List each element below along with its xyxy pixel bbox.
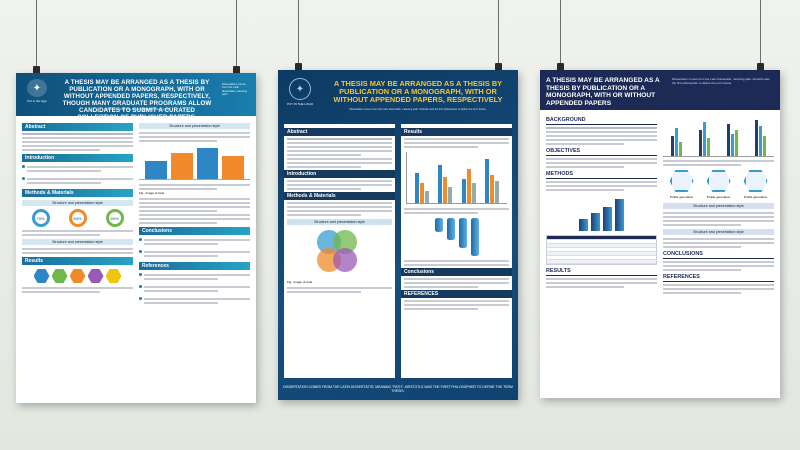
hexagon — [743, 170, 768, 192]
poster-left-column: BACKGROUND OBJECTIVES METHODS RESULTS — [546, 114, 657, 394]
bar-group — [438, 165, 453, 203]
hexagon — [33, 269, 50, 283]
data-table — [546, 235, 657, 265]
bar-group — [754, 120, 766, 156]
owl-logo-icon: ✦ — [289, 78, 311, 100]
section-heading: Introduction — [22, 154, 133, 162]
poster-title: A THESIS MAY BE ARRANGED AS A THESIS BY … — [62, 79, 212, 121]
grouped-bar-chart — [663, 117, 774, 157]
poster-navy: A THESIS MAY BE ARRANGED AS A THESIS BY … — [540, 70, 780, 398]
hexagon-label: Profile generation — [669, 195, 694, 199]
bar — [196, 147, 219, 179]
poster-header: ✦ PUT IN THE LOGO A THESIS MAY BE ARRANG… — [278, 70, 518, 120]
figure-caption: Fig.: Image of style — [139, 191, 165, 195]
bar-group — [671, 128, 683, 156]
hexagon — [706, 170, 731, 192]
section-strip: Structure and presentation style — [663, 202, 774, 209]
poster-right-column: Results Conclusions REFERENCES — [401, 124, 512, 378]
section-heading: BACKGROUND — [546, 117, 657, 125]
hexagon — [105, 269, 122, 283]
bar-group — [699, 122, 711, 156]
hexagon-diagram — [22, 269, 133, 283]
hexagon-label: Profile generation — [743, 195, 768, 199]
section-strip: Structure and presentation style — [22, 200, 133, 206]
logo-text: Put in the logo — [27, 99, 47, 103]
section-heading: Methods & Materials — [284, 192, 395, 200]
section-heading: CONCLUSIONS — [663, 251, 774, 259]
logo-text: PUT IN THE LOGO — [286, 102, 314, 106]
poster-title: A THESIS MAY BE ARRANGED AS A THESIS BY … — [546, 77, 660, 107]
section-heading: Abstract — [22, 123, 133, 131]
poster-right-column: Profile generation Profile generation Pr… — [663, 114, 774, 394]
poster-subtitle: Dissertation comes from the Latin disser… — [104, 108, 170, 111]
bar — [170, 152, 193, 179]
percent-circle: 60% — [68, 209, 87, 227]
bar-group — [485, 159, 500, 203]
header-note: Dissertation comes from the Latin disser… — [222, 82, 248, 97]
bar-group — [726, 124, 738, 156]
bar-group — [414, 173, 429, 203]
bar — [145, 160, 167, 179]
hanging-string — [36, 0, 37, 73]
venn-diagram — [287, 228, 392, 278]
hexagon — [669, 170, 694, 192]
poster-footer: DISSERTATION COMES FROM THE LATIN DISSER… — [283, 385, 513, 394]
poster-header: A THESIS MAY BE ARRANGED AS A THESIS BY … — [540, 70, 780, 110]
section-heading: RESULTS — [546, 268, 657, 276]
hexagon — [69, 269, 86, 283]
section-heading: Results — [22, 257, 133, 265]
section-heading: REFERENCES — [663, 274, 774, 282]
hanging-string — [760, 0, 761, 70]
hanging-string — [560, 0, 561, 70]
poster-left-column: Abstract Introduction Methods & Material… — [22, 120, 133, 399]
grouped-bar-chart — [406, 152, 507, 204]
hexagon — [87, 269, 104, 283]
section-strip: Structure and presentation style — [663, 228, 774, 235]
section-strip: Structure and presentation style — [287, 219, 392, 225]
section-heading: Conclusions — [139, 226, 250, 235]
bar-chart — [139, 146, 250, 180]
poster-white-blue: ✦ Put in the logo A THESIS MAY BE ARRANG… — [16, 73, 256, 403]
percent-circle: 75% — [31, 209, 50, 227]
section-heading: Conclusions — [401, 268, 512, 276]
section-strip: Structure and presentation style — [22, 239, 133, 245]
section-heading: Results — [401, 128, 512, 136]
hanging-string — [236, 0, 237, 73]
bar-group — [461, 169, 476, 203]
logo-area: ✦ PUT IN THE LOGO — [285, 78, 315, 106]
section-heading: REFERENCES — [401, 290, 512, 298]
section-heading: OBJECTIVES — [546, 148, 657, 156]
poster-dark-blue: ✦ PUT IN THE LOGO A THESIS MAY BE ARRANG… — [278, 70, 518, 400]
section-heading: METHODS — [546, 171, 657, 179]
poster-left-column: Abstract Introduction Methods & Material… — [284, 124, 395, 378]
poster-header: ✦ Put in the logo A THESIS MAY BE ARRANG… — [16, 73, 256, 121]
poster-title: A THESIS MAY BE ARRANGED AS A THESIS BY … — [333, 79, 503, 105]
percent-circle: 80% — [105, 209, 124, 227]
owl-logo-icon: ✦ — [27, 79, 47, 97]
hanging-string — [298, 0, 299, 70]
cylinder-chart — [404, 218, 509, 256]
hanging-string — [498, 0, 499, 70]
bar — [222, 155, 244, 179]
percentage-circles: 75% 60% 80% — [22, 209, 133, 227]
section-heading: References — [139, 261, 250, 270]
hexagon — [51, 269, 68, 283]
poster-right-column: Structure and presentation style Fig.: I… — [139, 120, 250, 399]
header-note: Dissertation comes from the Latin disser… — [672, 77, 770, 85]
section-heading: Methods & Materials — [22, 189, 133, 197]
section-strip: Structure and presentation style — [139, 123, 250, 129]
section-heading: Abstract — [284, 128, 395, 136]
hexagon-label: Profile generation — [706, 195, 731, 199]
section-heading: Introduction — [284, 170, 395, 178]
isometric-bar-chart — [546, 195, 657, 231]
hexagon-diagram — [663, 170, 774, 192]
poster-subtitle: Dissertation comes from the Latin disser… — [349, 108, 487, 111]
logo-area: ✦ Put in the logo — [22, 79, 52, 103]
venn-circle — [333, 248, 357, 272]
figure-caption: Fig.: Image of style — [287, 280, 313, 284]
